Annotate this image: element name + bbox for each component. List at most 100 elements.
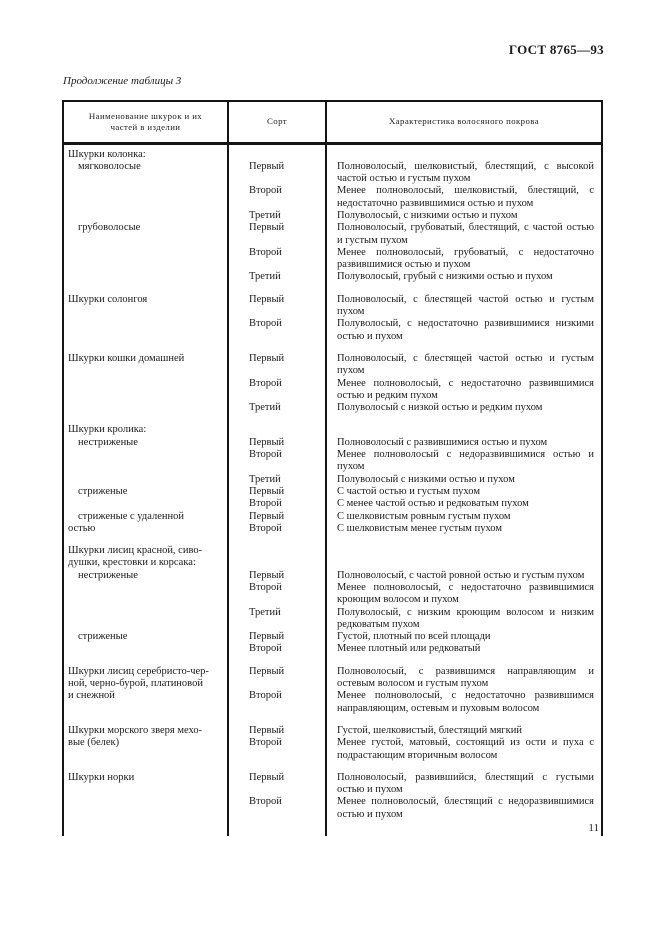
cell-sort: Первый xyxy=(228,631,327,644)
cell-characteristic: Полуволосый, с низкими остью и пухом xyxy=(326,209,603,223)
table-row: Шкурки норки Первый Полноволосый, развивши… xyxy=(62,771,603,822)
spacer-row xyxy=(62,821,603,837)
cell-item-name: грубоволосые xyxy=(62,222,229,284)
table-row: Третий Полуволосый с низкой остью и редки… xyxy=(63,402,603,415)
table-row: Шкурки солонгоя Первый Полноволосый, с бле… xyxy=(62,293,603,343)
cell-item-name: Шкурки колонка: xyxy=(62,143,229,161)
table-row: Второй Менее густой, матовый, состоящий и… xyxy=(63,737,603,762)
table-row: Второй Менее полноволосый, грубоватый, с … xyxy=(63,246,603,272)
spacer-cell xyxy=(326,535,603,546)
table-row: Шкурки морского зверя мехо- вые (белек) П… xyxy=(62,724,603,762)
cell-characteristic: Менее полноволосый, с недостаточно разви… xyxy=(326,377,603,403)
cell-characteristic: Полуволосый, грубый с низкими остью и пу… xyxy=(326,271,603,284)
cell-sort: Первый xyxy=(228,352,327,378)
cell-characteristic: Полноволосый, с блестящей частой остью и… xyxy=(326,352,603,378)
spacer-cell xyxy=(326,342,603,353)
table-header: Наименование шкурок и их частей в издели… xyxy=(62,100,603,145)
cell-characteristic: Полуволосый с низкими остью и пухом xyxy=(326,473,603,486)
cell-characteristic: С шелковистым ровным густым пухом xyxy=(326,510,603,523)
cell-item-name: Шкурки норки xyxy=(62,771,229,822)
cell-item-name: нестриженые xyxy=(62,436,229,486)
cell-sort: Второй xyxy=(228,318,327,343)
cell-sort: Первый xyxy=(228,436,327,450)
spacer-cell xyxy=(62,283,229,294)
cell-item-name: стриженые xyxy=(62,485,229,511)
cell-item-name: Шкурки морского зверя мехо- вые (белек) xyxy=(62,724,229,762)
table-row: стриженые с удаленной остью Первый С шелко… xyxy=(62,510,603,536)
cell-characteristic: Густой, шелковистый, блестящий мягкий xyxy=(326,724,603,738)
cell-characteristic: Полуволосый, с низким кроющим волосом и … xyxy=(326,606,603,632)
table-row: Третий Полуволосый, грубый с низкими ость… xyxy=(63,271,603,284)
cell-characteristic: С частой остью и густым пухом xyxy=(326,485,603,499)
spacer-cell xyxy=(62,761,229,772)
cell-characteristic: Полноволосый, с частой ровной остью и гу… xyxy=(326,569,603,582)
table-row: Шкурки колонка: xyxy=(62,143,603,161)
spacer-row xyxy=(62,414,603,425)
cell-characteristic: Полуволосый с низкой остью и редким пухо… xyxy=(326,402,603,415)
cell-characteristic: Полноволосый, с блестящей частой остью и… xyxy=(326,293,603,319)
cell-characteristic: Полуволосый, с недостаточно развившимися… xyxy=(326,318,603,343)
table-row: Третий Полуволосый, с низкими остью и пух… xyxy=(63,209,603,223)
spacer-row xyxy=(62,761,603,772)
cell-characteristic xyxy=(326,424,603,437)
cell-sort: Второй xyxy=(228,690,327,715)
table-row: грубоволосые Первый Полноволосый, грубоват… xyxy=(62,222,603,284)
cell-item-name: Шкурки кролика: xyxy=(62,424,229,437)
table-row: стриженые Первый Густой, плотный по всей п… xyxy=(62,631,603,656)
spacer-cell xyxy=(326,821,603,837)
spacer-cell xyxy=(326,283,603,294)
table-row: Третий Полуволосый, с низким кроющим воло… xyxy=(63,606,603,632)
cell-characteristic xyxy=(326,143,603,161)
cell-characteristic: Менее полноволосый, с недостаточно разви… xyxy=(326,582,603,607)
spacer-cell xyxy=(62,414,229,425)
spacer-cell xyxy=(62,535,229,546)
spacer-row xyxy=(62,283,603,294)
cell-sort: Второй xyxy=(228,185,327,210)
column-header-characteristic: Характеристика волосяного покрова xyxy=(326,100,603,145)
cell-characteristic: Менее полноволосый, грубоватый, с недост… xyxy=(326,246,603,272)
fur-grading-table: Наименование шкурок и их частей в издели… xyxy=(62,100,603,837)
cell-sort: Первый xyxy=(228,160,327,186)
table-row: Шкурки лисиц серебристо-чер- ной, черно-… xyxy=(62,665,603,715)
spacer-cell xyxy=(228,535,327,546)
cell-item-name: Шкурки кошки домашней xyxy=(62,352,229,415)
spacer-cell xyxy=(62,821,229,837)
doc-number: ГОСТ 8765—93 xyxy=(508,42,604,57)
page-number: 11 xyxy=(588,822,599,834)
table-row: нестриженые Первый Полноволосый с развивши… xyxy=(62,436,603,486)
cell-sort: Второй xyxy=(228,377,327,403)
cell-characteristic: Полноволосый, шелковистый, блестящий, с … xyxy=(326,160,603,186)
spacer-cell xyxy=(228,714,327,725)
cell-characteristic: Густой, плотный по всей площади xyxy=(326,631,603,644)
cell-sort: Второй xyxy=(228,582,327,607)
cell-characteristic: Полноволосый с развившимися остью и пухо… xyxy=(326,436,603,450)
table-row: Второй Менее полноволосый, блестящий с не… xyxy=(63,796,603,822)
cell-characteristic: Полноволосый, развившийся, блестящий с г… xyxy=(326,771,603,797)
spacer-cell xyxy=(62,342,229,353)
cell-sort: Первый xyxy=(228,485,327,499)
cell-characteristic: Полноволосый, грубоватый, блестящий, с ч… xyxy=(326,222,603,247)
table-row: Второй С менее частой остью и редковатым … xyxy=(63,498,603,511)
cell-sort xyxy=(228,143,327,161)
cell-characteristic: С менее частой остью и редковатым пухом xyxy=(326,498,603,511)
spacer-row xyxy=(62,714,603,725)
cell-characteristic: Менее полноволосый, блестящий с недоразв… xyxy=(326,796,603,822)
table-row: Второй Менее полноволосый, с недостаточно… xyxy=(63,582,603,607)
spacer-row xyxy=(62,342,603,353)
cell-item-name: мягковолосые xyxy=(62,160,229,223)
cell-sort: Третий xyxy=(228,606,327,632)
cell-item-name: Шкурки лисиц красной, сиво- душки, крест… xyxy=(62,545,229,570)
table-row: Второй Менее полноволосый, с недостаточно… xyxy=(63,377,603,403)
table-row: Шкурки кролика: xyxy=(62,424,603,437)
cell-sort xyxy=(228,545,327,570)
spacer-cell xyxy=(228,342,327,353)
cell-sort: Второй xyxy=(228,643,327,656)
spacer-cell xyxy=(228,761,327,772)
spacer-row xyxy=(62,655,603,666)
cell-sort: Второй xyxy=(228,796,327,822)
cell-sort: Первый xyxy=(228,293,327,319)
cell-sort: Второй xyxy=(228,737,327,762)
cell-sort: Третий xyxy=(228,271,327,284)
table-row: Второй Менее полноволосый, шелковистый, б… xyxy=(63,185,603,210)
